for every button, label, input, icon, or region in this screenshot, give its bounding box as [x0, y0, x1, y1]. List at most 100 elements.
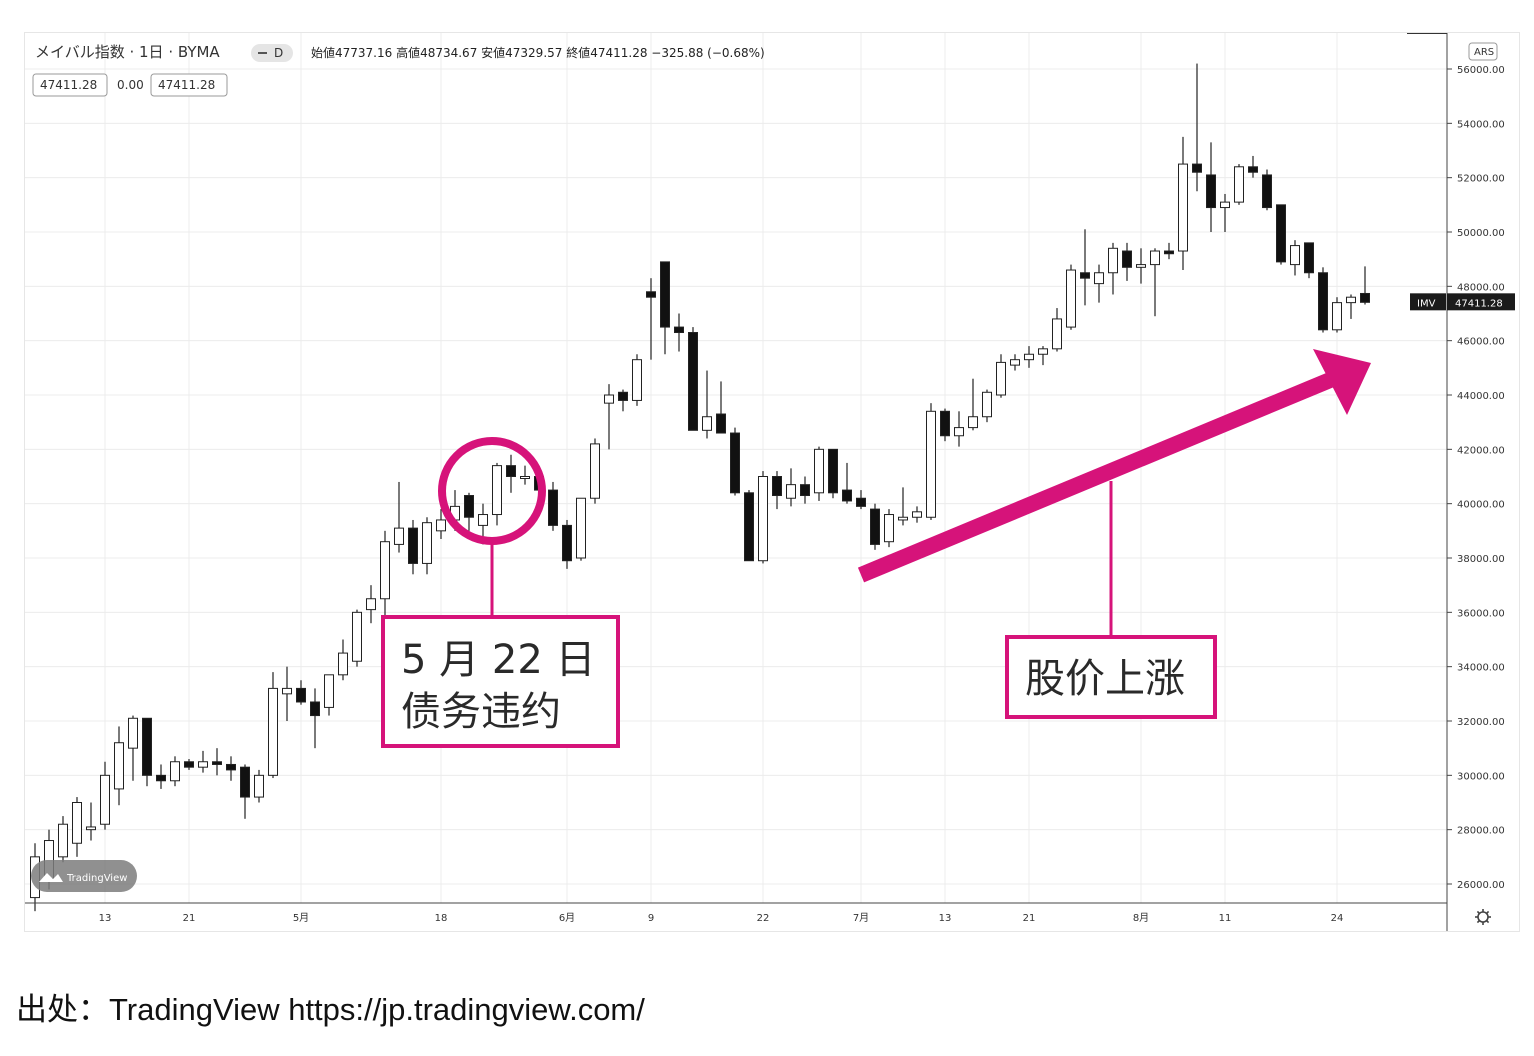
candle-body	[744, 492, 754, 562]
y-tick-label: 54000.00	[1457, 119, 1505, 130]
candle-body	[170, 761, 180, 782]
candle-body	[408, 527, 418, 564]
candlestick-chart[interactable]: 56000.00 54000.00 52000.00 50000.00 48000.00…	[25, 33, 1519, 931]
candle	[128, 715, 138, 781]
candle	[268, 672, 278, 779]
x-tick-label: 22	[757, 913, 770, 924]
rise-callout-text: 股价上涨	[1025, 656, 1185, 702]
candle-body	[86, 826, 96, 831]
candle-body	[422, 522, 432, 564]
candle-body	[926, 410, 936, 518]
candle-body	[800, 484, 810, 497]
candle	[744, 490, 754, 562]
candle	[996, 354, 1006, 398]
candle	[716, 381, 726, 434]
candle	[436, 509, 446, 539]
candle	[772, 471, 782, 510]
candle-body	[1192, 163, 1202, 173]
candle-body	[1276, 204, 1286, 263]
x-tick-label: 13	[99, 913, 112, 924]
candle-body	[702, 416, 712, 431]
settings-gear-icon[interactable]	[1475, 909, 1491, 925]
candle	[646, 278, 656, 360]
candle	[1234, 164, 1244, 205]
candle	[1332, 297, 1342, 333]
candle-body	[590, 443, 600, 499]
candle	[506, 454, 516, 493]
candle-body	[352, 611, 362, 662]
candle-body	[184, 761, 194, 768]
candle-body	[492, 465, 502, 516]
candle-body	[198, 761, 208, 768]
candle-body	[436, 519, 446, 532]
candle	[828, 448, 838, 499]
candle-body	[100, 774, 110, 825]
x-tick-label: 11	[1219, 913, 1232, 924]
grid	[25, 33, 1447, 903]
candle	[408, 519, 418, 575]
candle-body	[366, 598, 376, 611]
candle	[1136, 248, 1146, 284]
y-tick-label: 28000.00	[1457, 826, 1505, 837]
candle	[674, 313, 684, 352]
y-tick-label: 52000.00	[1457, 174, 1505, 185]
candle-body	[562, 524, 572, 562]
value-change: 0.00	[117, 78, 144, 92]
candle-body	[324, 674, 334, 708]
currency-badge[interactable]	[1468, 42, 1498, 61]
y-tick-label: 44000.00	[1457, 391, 1505, 402]
candle-body	[1178, 163, 1188, 252]
candle	[884, 509, 894, 548]
candle-body	[1164, 250, 1174, 255]
uptrend-arrow-head	[1313, 349, 1371, 415]
candle	[870, 503, 880, 550]
candle	[912, 506, 922, 523]
candle	[632, 354, 642, 406]
candle	[758, 471, 768, 564]
candle-body	[828, 448, 838, 494]
candle	[842, 462, 852, 504]
y-tick-label: 56000.00	[1457, 65, 1505, 76]
candle	[170, 756, 180, 787]
tradingview-watermark[interactable]: TradingView	[31, 860, 137, 892]
y-tick-label: 30000.00	[1457, 771, 1505, 782]
candle-body	[1094, 272, 1104, 285]
x-tick-label: 13	[939, 913, 952, 924]
candle	[1052, 308, 1062, 352]
interval-pill[interactable]	[251, 44, 293, 62]
candle-body	[268, 687, 278, 776]
candle	[982, 389, 992, 423]
candle-body	[1136, 264, 1146, 268]
symbol-title[interactable]: メイバル指数 · 1日 · BYMA	[35, 43, 220, 61]
candle-body	[72, 802, 82, 844]
candle	[1192, 63, 1202, 192]
candle	[1290, 240, 1300, 276]
y-tick-label: 48000.00	[1457, 282, 1505, 293]
candle-body	[1080, 272, 1090, 279]
candle	[968, 378, 978, 431]
y-tick-label: 36000.00	[1457, 608, 1505, 619]
candle	[954, 411, 964, 447]
rise-callout-box	[1005, 635, 1217, 719]
candle	[1318, 267, 1328, 333]
candle	[366, 585, 376, 624]
candle-body	[576, 497, 586, 559]
candle	[1080, 229, 1090, 306]
candle-body	[898, 516, 908, 521]
candle	[814, 446, 824, 501]
candle	[86, 802, 96, 841]
candle	[1150, 248, 1160, 317]
candle-body	[814, 448, 824, 494]
y-tick-label: 32000.00	[1457, 717, 1505, 728]
default-callout-line1: 5 月 22 日	[401, 637, 596, 683]
candle-body	[1150, 250, 1160, 266]
candle-body	[912, 511, 922, 518]
price-tag-symbol: IMV	[1417, 298, 1436, 309]
last-price-tag: IMV 47411.28	[1410, 293, 1515, 311]
candle	[898, 487, 908, 526]
x-tick-label: 9	[648, 913, 654, 924]
candle-body	[996, 361, 1006, 396]
candle	[730, 427, 740, 496]
default-callout-line2: 债务违约	[401, 689, 561, 735]
minus-icon	[258, 52, 267, 54]
